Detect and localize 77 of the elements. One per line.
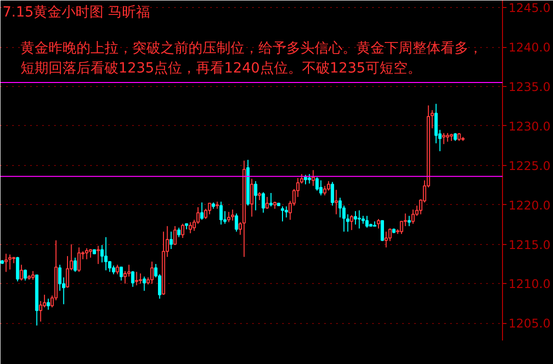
y-tick-label: 1220.0 bbox=[508, 198, 550, 212]
chart-title: 7.15黄金小时图 马昕福 bbox=[2, 4, 150, 20]
candlestick bbox=[46, 298, 50, 310]
candlestick bbox=[384, 231, 388, 248]
y-tick-label: 1205.0 bbox=[508, 316, 550, 331]
y-tick-label: 1240.0 bbox=[508, 40, 550, 55]
candlestick bbox=[376, 218, 380, 229]
candlestick bbox=[334, 189, 338, 215]
candlestick bbox=[308, 174, 312, 184]
candlestick bbox=[16, 256, 20, 282]
candlestick bbox=[116, 264, 120, 275]
candlestick bbox=[254, 180, 258, 211]
candlestick bbox=[323, 185, 326, 196]
candlestick bbox=[150, 261, 154, 284]
y-tick-label: 1230.0 bbox=[508, 119, 550, 134]
candlestick bbox=[284, 206, 288, 218]
candlestick bbox=[411, 209, 415, 224]
candlestick bbox=[312, 170, 315, 186]
candlestick bbox=[177, 227, 180, 238]
candlestick bbox=[304, 174, 308, 185]
candlestick bbox=[127, 264, 131, 278]
candlestick bbox=[123, 270, 127, 284]
candlestick bbox=[400, 220, 404, 235]
candlestick bbox=[408, 215, 411, 227]
candlestick bbox=[319, 180, 323, 196]
candlestick bbox=[262, 192, 265, 214]
candlestick bbox=[170, 231, 173, 250]
candlestick bbox=[208, 202, 212, 215]
candlestick bbox=[181, 223, 184, 238]
candlestick bbox=[142, 276, 146, 292]
candlestick bbox=[388, 228, 392, 242]
candlestick bbox=[74, 257, 77, 272]
y-tick-label: 1225.0 bbox=[508, 158, 550, 173]
annotation: 黄金昨晚的上拉，突破之前的压制位，给予多头信心。黄金下周整体看多， bbox=[20, 40, 482, 56]
candlestick bbox=[131, 270, 134, 288]
candlestick bbox=[196, 206, 200, 224]
y-tick-label: 1210.0 bbox=[508, 277, 550, 292]
candlestick bbox=[234, 212, 238, 232]
candlestick bbox=[265, 196, 269, 210]
y-tick-label: 1235.0 bbox=[508, 80, 550, 94]
candlestick bbox=[350, 214, 354, 231]
candlestick bbox=[330, 181, 334, 206]
candlestick bbox=[138, 272, 142, 284]
candlestick bbox=[42, 294, 46, 308]
candlestick bbox=[219, 201, 223, 226]
candlestick bbox=[4, 253, 8, 272]
annotation: 短期回落后看破1235点位，再看1240点位。不破1235可短空。 bbox=[20, 60, 422, 76]
candlestick bbox=[315, 176, 319, 192]
candlestick bbox=[120, 266, 123, 282]
candlestick bbox=[104, 236, 108, 271]
candlestick bbox=[188, 222, 192, 234]
candlestick bbox=[269, 192, 273, 207]
candlestick bbox=[338, 197, 342, 218]
candlestick bbox=[442, 132, 446, 145]
candlestick bbox=[358, 210, 361, 229]
y-tick-label: 1245.0 bbox=[508, 1, 550, 16]
candlestick bbox=[200, 202, 204, 220]
candlestick bbox=[85, 248, 88, 260]
candlestick bbox=[354, 210, 358, 226]
candlestick bbox=[20, 264, 24, 282]
candlestick bbox=[280, 206, 284, 222]
candlestick bbox=[134, 271, 138, 286]
y-tick-label: 1215.0 bbox=[508, 238, 550, 252]
candlestick bbox=[66, 256, 70, 288]
candlestick bbox=[365, 215, 369, 228]
candlestick bbox=[173, 226, 177, 246]
candlestick bbox=[96, 245, 100, 264]
candlestick bbox=[326, 180, 330, 192]
candlestick bbox=[250, 178, 254, 218]
candlestick bbox=[100, 244, 104, 263]
candlestick bbox=[8, 254, 12, 270]
candlestick bbox=[24, 269, 27, 282]
candlestick bbox=[227, 211, 230, 223]
candlestick bbox=[77, 246, 81, 272]
candlestick bbox=[230, 209, 234, 222]
candlestick bbox=[434, 103, 438, 144]
candlestick bbox=[380, 220, 384, 242]
